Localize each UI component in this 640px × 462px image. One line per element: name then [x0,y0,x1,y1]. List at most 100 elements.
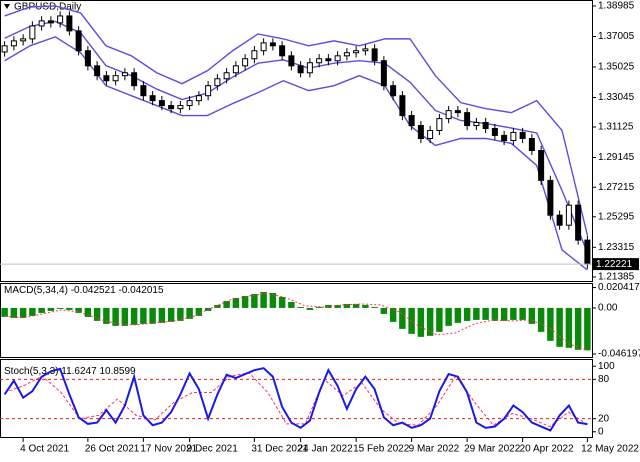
candle-body [1,45,8,53]
candle-body [66,15,73,32]
macd-bar [241,295,249,308]
candle-body [390,85,397,97]
x-tick-label: 31 Dec 2021 [251,444,308,455]
candle-body [334,55,341,62]
macd-pane [0,283,593,358]
macd-bar [537,307,545,332]
stoch-main-line [3,367,588,432]
candle-body [223,72,230,80]
macd-bar [399,307,406,329]
candle-body [482,121,489,129]
macd-bar [19,307,27,318]
y-tick-label: 1.23315 [598,242,635,253]
macd-bar [334,304,341,308]
y-tick-label: 1.31125 [598,122,634,133]
macd-bar [195,307,203,316]
y-tick-label: 1.38985 [598,1,635,12]
x-tick-label: 29 Mar 2022 [464,444,521,455]
macd-bar [519,307,526,320]
macd-bar [454,307,462,323]
macd-bar [223,300,230,308]
macd-bar [1,307,8,317]
y-tick-label: 1.21385 [598,272,635,283]
macd-bar [84,307,92,317]
y-tick-label: 0.00 [598,303,618,314]
macd-bar [149,307,156,324]
candle-body [29,25,36,40]
candle-body [491,127,498,136]
bollinger-lower [4,36,588,271]
y-tick-label: 1.29145 [598,152,635,163]
macd-bar [251,293,258,308]
macd-bar [297,306,304,308]
macd-bar [565,307,573,348]
macd-bar [510,307,517,320]
macd-bar [389,307,397,322]
stoch-value: 11.6247 [61,366,97,377]
candle-body [362,48,369,52]
macd-bar [186,307,193,319]
candle-body [205,85,212,97]
macd-bar [288,301,295,308]
candle-body [112,75,119,82]
candle-body [75,30,82,52]
bollinger-upper [4,5,589,236]
candle-body [149,95,156,102]
x-tick-label: 24 Jan 2022 [298,444,353,455]
macd-bar [269,292,277,308]
macd-bar [306,307,314,310]
x-tick-label: 26 Oct 2021 [85,444,140,455]
y-tick-label: 0 [598,426,604,437]
candle-body [399,95,406,117]
candle-body [186,100,193,107]
macd-bar [214,304,221,308]
candle-body [510,131,517,141]
y-tick-label: 0.020417 [598,282,640,293]
candle-body [10,40,17,47]
x-tick-label: 9 Dec 2021 [187,444,239,455]
y-tick-label: 1.35025 [598,62,635,73]
candle-body [325,58,332,62]
candle-body [140,85,147,97]
macd-signal-value: -0.042015 [119,285,164,296]
y-tick-label: 1.33045 [598,92,635,103]
macd-bar [380,307,388,314]
macd-bar [362,304,369,308]
candle-body [288,55,295,67]
x-tick-label: 4 Oct 2021 [20,444,69,455]
macd-bar [417,307,425,337]
macd-bar [112,307,119,326]
candle-body [195,95,202,102]
macd-bar [500,307,508,321]
candle-body [528,137,535,152]
macd-bar [47,307,55,311]
macd-bar [574,307,582,350]
x-tick-label: 20 Apr 2022 [520,444,574,455]
bollinger-middle [4,20,589,253]
candle-body [316,58,323,64]
macd-bar [75,307,82,313]
macd-bar [547,307,554,341]
macd-bar [66,307,73,310]
y-tick-label: 20 [598,413,610,424]
last-price-box [593,258,639,271]
candle-body [519,131,526,139]
macd-bar [167,307,175,322]
macd-bar [463,307,471,321]
candle-body [168,105,175,110]
candle-body [260,42,267,52]
macd-bar [371,306,378,308]
macd-header: MACD(5,34,4) -0.042521 -0.042015 [4,285,164,296]
y-tick-label: 80 [598,374,610,385]
y-tick-label: 100 [598,361,615,372]
macd-bar [121,307,129,326]
y-tick-label: 1.37005 [598,31,635,42]
candle-body [306,62,313,74]
macd-bar [232,297,240,308]
candle-body [177,105,184,110]
candle-body [47,20,54,24]
symbol-menu-icon[interactable] [4,4,10,9]
macd-bar [56,307,64,309]
macd-bar [491,307,499,321]
